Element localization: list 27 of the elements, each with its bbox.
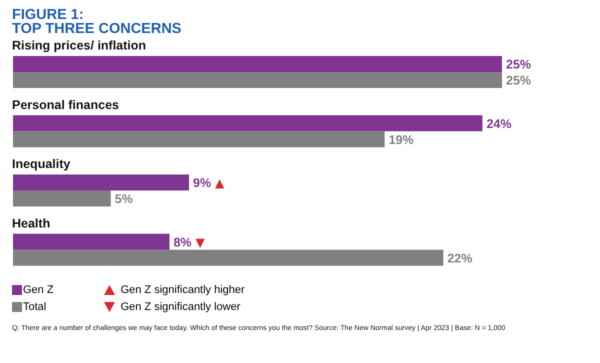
data-label: 22% (447, 251, 472, 266)
data-label: 5% (114, 192, 133, 206)
annotation: ▲ (215, 176, 226, 190)
legend-label: Gen Z (23, 284, 54, 296)
data-label: 19% (388, 132, 414, 147)
bar (13, 250, 444, 266)
bar (13, 115, 482, 132)
y-tick-label: Personal finances (12, 98, 120, 112)
legend-label: Total (23, 300, 46, 312)
y-tick-label: Inequality (12, 157, 70, 172)
data-label: 9% (193, 176, 212, 190)
chart-title: FIGURE 1: TOP THREE CONCERNS (12, 7, 182, 37)
bar (13, 56, 502, 72)
bar (13, 72, 502, 88)
data-label: 25% (506, 58, 532, 72)
data-label: 24% (486, 116, 512, 131)
data-label: 25% (506, 74, 532, 88)
bar (13, 190, 111, 206)
data-label: 8% (173, 235, 192, 250)
annotation: ▼ (195, 235, 206, 250)
text: Gen Z significantly lower (120, 300, 240, 312)
bar (13, 174, 190, 190)
y-tick-label: Health (12, 216, 50, 230)
text: Gen Z significantly higher (120, 284, 245, 296)
bar (13, 131, 385, 148)
bar (13, 234, 170, 250)
y-tick-label: Rising prices/ inflation (12, 38, 146, 53)
